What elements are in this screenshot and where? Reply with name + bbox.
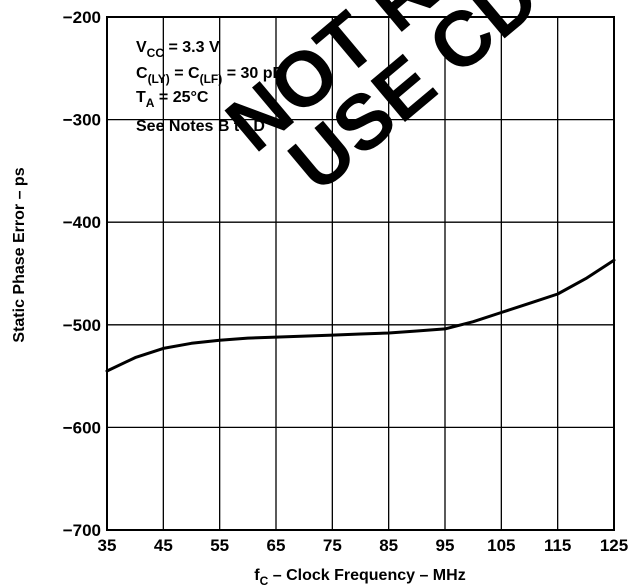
annotation-block: VCC = 3.3 V C(LY) = C(LF) = 30 pF TA = 2… [136,39,283,135]
x-tick-label: 85 [379,536,398,555]
x-tick-label: 55 [210,536,229,555]
x-tick-label: 45 [154,536,173,555]
x-tick-label: 105 [487,536,515,555]
watermark: NOT RE USE CDC [209,0,597,208]
x-tick-label: 95 [436,536,455,555]
y-tick-label: −700 [63,521,101,540]
x-tick-label: 125 [600,536,628,555]
y-tick-label: −200 [63,8,101,27]
note-see-notes: See Notes B to D [136,118,265,135]
x-axis-label: fC – Clock Frequency – MHz [254,567,465,586]
note-capacitance: C(LY) = C(LF) = 30 pF [136,65,283,86]
tick-labels: 35 45 55 65 75 85 95 105 115 125 −200 −300 −400 −500 −… [63,8,628,555]
series-line [105,258,616,373]
x-tick-label: 75 [323,536,342,555]
plot-frame [106,16,615,531]
note-temperature: TA = 25°C [136,89,209,110]
x-tick-label: 35 [98,536,117,555]
y-axis-label: Static Phase Error – ps [11,167,28,342]
y-tick-label: −300 [63,111,101,130]
note-vcc: VCC = 3.3 V [136,39,220,60]
y-tick-label: −600 [63,418,101,437]
y-tick-label: −400 [63,213,101,232]
y-tick-label: −500 [63,316,101,335]
x-tick-label: 115 [544,536,571,555]
x-tick-label: 65 [267,536,286,555]
